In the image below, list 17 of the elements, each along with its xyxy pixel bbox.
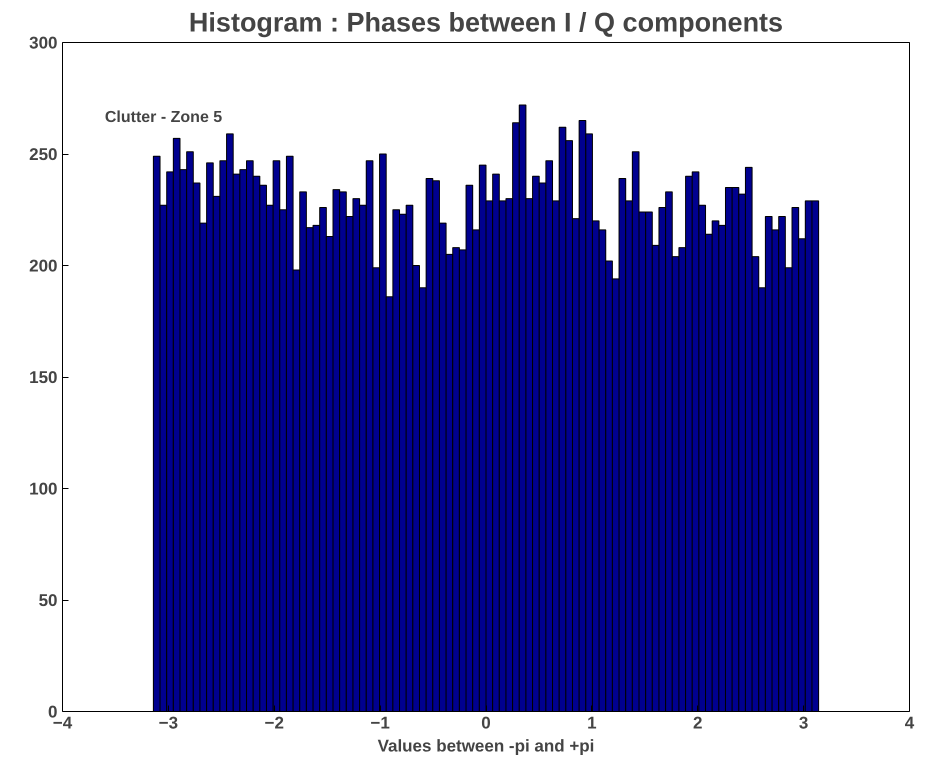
y-tick-label: 200: [29, 256, 58, 276]
x-tick-label: −3: [158, 714, 178, 732]
y-tick-label: 300: [29, 34, 58, 52]
x-tick-label: 3: [798, 714, 808, 732]
y-tick-label: 150: [29, 368, 58, 387]
y-tick-label: 50: [38, 591, 58, 610]
x-tick-label: −2: [264, 714, 284, 732]
x-tick-label: 1: [587, 714, 597, 732]
x-tick-label: −1: [370, 714, 390, 732]
y-tick-label: 250: [29, 145, 58, 164]
x-axis-title: Values between -pi and +pi: [378, 736, 594, 756]
y-tick-label: 100: [29, 480, 58, 498]
x-tick-label: 2: [693, 714, 702, 732]
chart-title: Histogram : Phases between I / Q components: [188, 8, 784, 38]
x-tick-label: 0: [481, 714, 491, 732]
annotation: Clutter - Zone 5: [104, 109, 222, 126]
x-tick-label: 4: [904, 714, 915, 732]
